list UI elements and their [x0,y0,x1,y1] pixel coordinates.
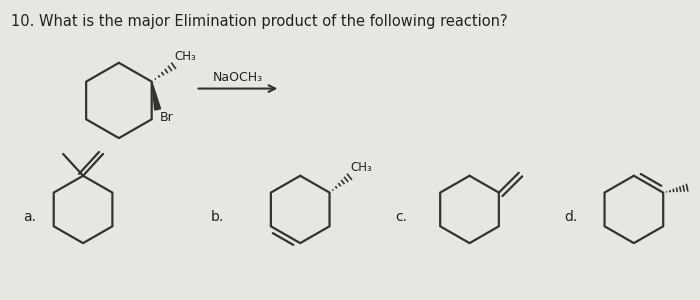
Text: CH₃: CH₃ [351,161,372,174]
Text: d.: d. [564,210,578,224]
Text: a.: a. [23,210,36,224]
Text: NaOCH₃: NaOCH₃ [213,70,263,84]
Text: c.: c. [395,210,407,224]
Text: 10. What is the major Elimination product of the following reaction?: 10. What is the major Elimination produc… [11,14,508,29]
Text: Br: Br [160,111,174,124]
Text: CH₃: CH₃ [174,50,197,63]
Text: b.: b. [211,210,224,224]
Polygon shape [152,82,160,110]
